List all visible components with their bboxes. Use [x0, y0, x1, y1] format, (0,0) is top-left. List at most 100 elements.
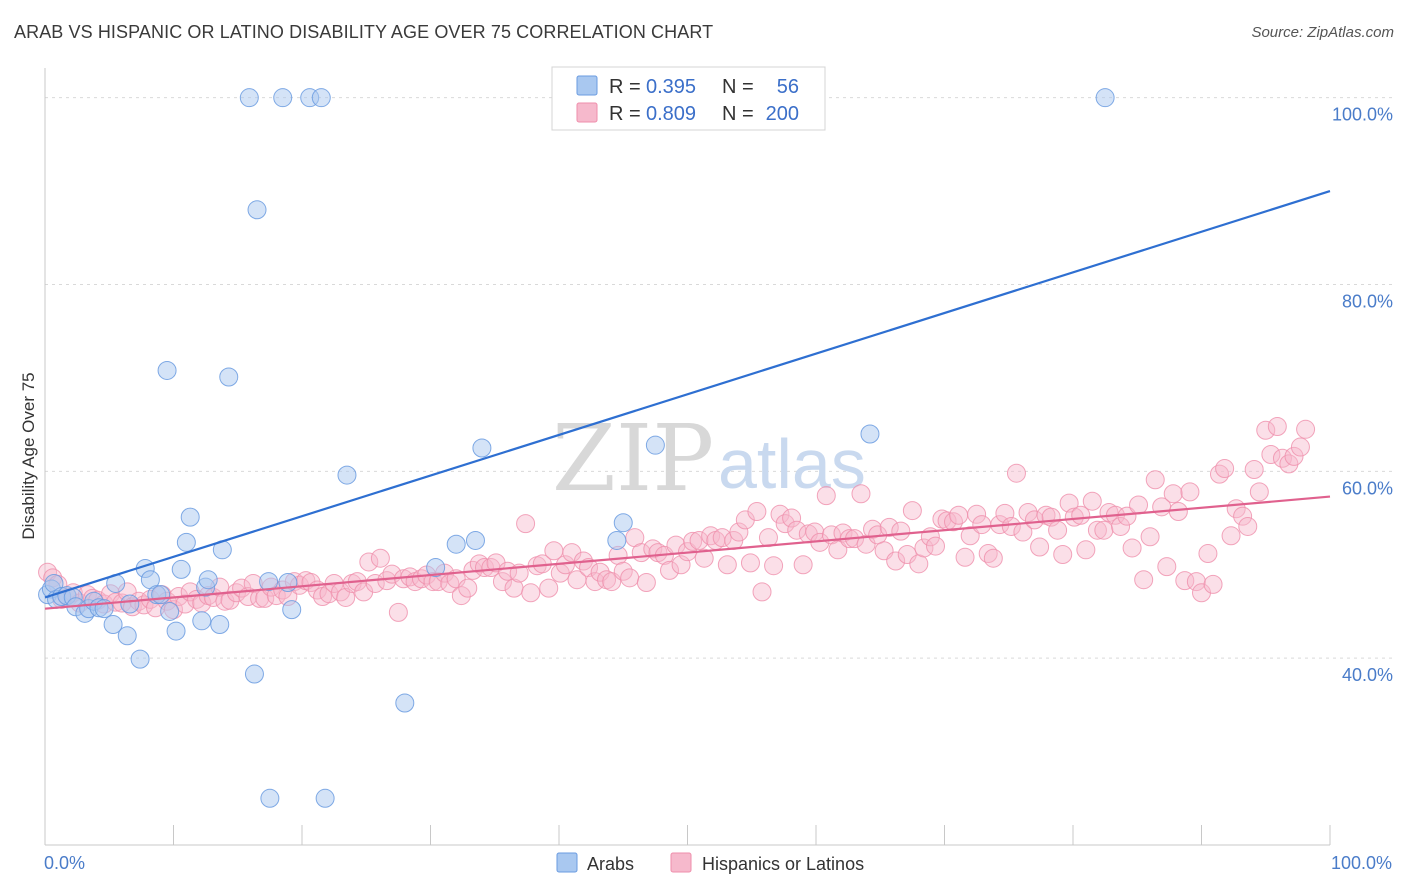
hispanic-point	[1001, 516, 1021, 536]
hispanic-point	[886, 551, 906, 571]
hispanic-point	[539, 578, 559, 598]
hispanic-point	[1082, 491, 1102, 511]
hispanic-point	[1122, 538, 1142, 558]
hispanic-point	[301, 573, 321, 593]
hispanic-point	[1145, 470, 1165, 490]
hispanic-point	[1059, 493, 1079, 513]
hispanic-point	[388, 602, 408, 622]
arab-point	[607, 530, 627, 550]
hispanic-point	[712, 528, 732, 548]
hispanic-point	[683, 531, 703, 551]
arab-point	[160, 601, 180, 621]
hispanic-point	[1209, 464, 1229, 484]
hispanic-point	[914, 538, 934, 558]
y-tick-label: 40.0%	[1342, 665, 1393, 685]
hispanic-point	[1168, 502, 1188, 522]
hispanic-point	[1284, 446, 1304, 466]
hispanic-point	[943, 512, 963, 532]
hispanic-point	[1094, 520, 1114, 540]
arab-trend-line	[44, 190, 1331, 599]
x-tick-max: 100.0%	[1331, 853, 1392, 873]
hispanic-point	[1129, 495, 1149, 515]
hispanic-point	[636, 573, 656, 593]
hispanic-point	[521, 583, 541, 603]
arab-point	[157, 360, 177, 380]
hispanic-point	[458, 578, 478, 598]
x-tick-min: 0.0%	[44, 853, 85, 873]
hispanic-points	[38, 417, 1316, 622]
hispanic-point	[474, 558, 494, 578]
hispanic-point	[717, 555, 737, 575]
hispanic-point	[469, 554, 489, 574]
arab-point	[315, 788, 335, 808]
bottom-legend-arab-label: Arabs	[587, 854, 634, 874]
hispanic-point	[643, 539, 663, 559]
hispanic-point	[891, 521, 911, 541]
arab-point	[239, 88, 259, 108]
arab-point	[198, 570, 218, 590]
arab-point	[472, 438, 492, 458]
hispanic-point	[983, 548, 1003, 568]
legend-arab-n-label: N =	[722, 76, 754, 98]
hispanic-point	[1221, 526, 1241, 546]
y-tick-label: 100.0%	[1332, 105, 1393, 125]
legend-arab-n: 56	[777, 76, 799, 98]
hispanic-point	[1134, 570, 1154, 590]
hispanic-point	[1261, 445, 1281, 465]
hispanic-point	[1157, 557, 1177, 577]
arab-point	[395, 693, 415, 713]
arab-point	[613, 513, 633, 533]
watermark-atlas: atlas	[718, 425, 866, 503]
watermark: ZIP atlas	[552, 405, 866, 512]
arab-point	[171, 559, 191, 579]
arab-point	[176, 532, 196, 552]
y-tick-label: 80.0%	[1342, 292, 1393, 312]
hispanic-point	[1198, 544, 1218, 564]
arab-point	[311, 88, 331, 108]
arab-point	[103, 615, 123, 635]
hispanic-point	[770, 504, 790, 524]
hispanic-point	[967, 504, 987, 524]
hispanic-point	[926, 536, 946, 556]
hispanic-point	[949, 505, 969, 525]
grid-lines	[45, 97, 1392, 659]
hispanic-point	[1186, 572, 1206, 592]
hispanic-point	[1006, 463, 1026, 483]
arab-point	[426, 558, 446, 578]
hispanic-point	[1290, 437, 1310, 457]
hispanic-point	[752, 582, 772, 602]
hispanic-point	[492, 572, 512, 592]
hispanic-point	[1048, 520, 1068, 540]
arab-point	[166, 621, 186, 641]
hispanic-point	[729, 522, 749, 542]
hispanic-point	[955, 547, 975, 567]
legend-box: R = 0.395 N = 56 R = 0.809 N = 200	[551, 66, 826, 131]
arab-point	[259, 572, 279, 592]
hispanic-point	[1163, 484, 1183, 504]
arab-point	[645, 435, 665, 455]
hispanic-point	[1244, 459, 1264, 479]
bottom-legend-arab-swatch	[556, 852, 578, 873]
hispanic-point	[1024, 510, 1044, 530]
y-tick-label: 60.0%	[1342, 478, 1393, 498]
arab-point	[1095, 88, 1115, 108]
hispanic-point	[1238, 516, 1258, 536]
hispanic-point	[1076, 540, 1096, 560]
arab-point	[860, 424, 880, 444]
hispanic-point	[1117, 506, 1137, 526]
arab-point	[210, 615, 230, 635]
hispanic-point	[972, 515, 992, 535]
legend-arab-r-label: R =	[609, 76, 641, 98]
hispanic-point	[1180, 482, 1200, 502]
hispanic-point	[863, 519, 883, 539]
hispanic-point	[1256, 420, 1276, 440]
arab-point	[120, 594, 140, 614]
hispanic-point	[1203, 574, 1223, 594]
hispanic-point	[620, 568, 640, 588]
hispanic-point	[1296, 419, 1316, 439]
arab-point	[244, 664, 264, 684]
hispanic-point	[740, 553, 760, 573]
hispanic-point	[960, 526, 980, 546]
legend-arab-swatch	[576, 75, 598, 96]
